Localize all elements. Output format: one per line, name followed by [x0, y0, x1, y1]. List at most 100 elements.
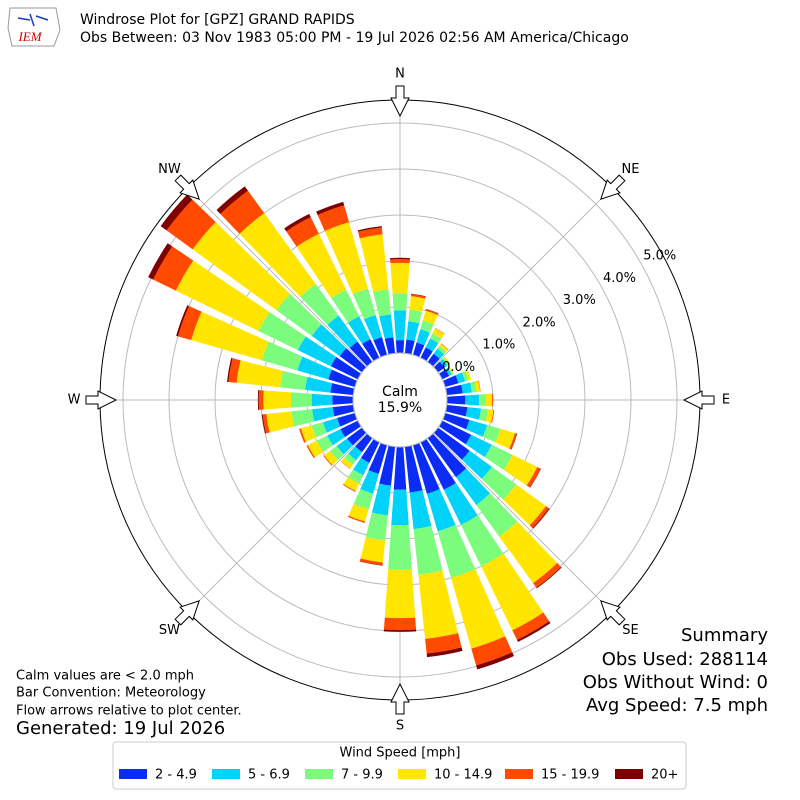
- bar-segment: [465, 369, 472, 381]
- bar-segment: [316, 435, 333, 452]
- bar-segment: [360, 438, 380, 463]
- logo-mark: [17, 13, 49, 27]
- bar-segment: [263, 390, 292, 410]
- bar-segment: [307, 440, 324, 458]
- logo-outline: [7, 7, 61, 47]
- bar-segment: [311, 422, 327, 438]
- bar-segment: [411, 293, 426, 297]
- bar-segment: [280, 370, 308, 391]
- bar-segment: [284, 213, 311, 232]
- bar-segment: [420, 320, 434, 333]
- bar-segment: [384, 337, 396, 355]
- direction-label: W: [68, 393, 81, 408]
- bar-segment: [461, 370, 469, 382]
- flow-arrow: [174, 600, 200, 626]
- bar-segment: [420, 438, 456, 490]
- bar-segment: [425, 338, 439, 352]
- bar-segment: [391, 489, 409, 526]
- bar-segment: [312, 407, 335, 422]
- bar-segment: [481, 466, 517, 500]
- grid-spoke: [432, 187, 613, 368]
- calm-value: 15.9%: [378, 400, 422, 416]
- bar-segment: [330, 356, 362, 380]
- bar-segment: [426, 308, 439, 314]
- bar-segment: [478, 380, 481, 392]
- bar-segment: [276, 293, 322, 336]
- bar-segment: [412, 442, 440, 494]
- legend-swatch: [212, 769, 240, 779]
- bar-segment: [347, 469, 364, 484]
- legend-label: 5 - 6.9: [248, 768, 290, 783]
- bar-segment: [160, 194, 193, 231]
- bar-segment: [348, 503, 369, 522]
- bar-segment: [316, 201, 345, 216]
- grid-ring: [122, 122, 678, 678]
- flow-arrow: [600, 600, 626, 626]
- bar-segment: [503, 484, 546, 526]
- plot-area: 0.0% 1.0% 2.0% 3.0% 4.0% 5.0% N NE E SE S SW W NW: [68, 67, 731, 734]
- bar-segment: [347, 515, 366, 524]
- legend-swatch: [398, 769, 426, 779]
- bar-segment: [340, 460, 351, 469]
- bar-segment: [371, 483, 392, 516]
- logo: IEM: [7, 7, 61, 47]
- bar-segment: [262, 414, 270, 434]
- bar-segment: [456, 468, 491, 506]
- note: Bar Convention: Meteorology: [16, 686, 206, 701]
- bar-segment: [438, 369, 450, 380]
- bar-segment: [383, 617, 417, 631]
- bar-segment: [258, 311, 306, 351]
- bar-segment: [300, 283, 339, 325]
- summary-line: Obs Without Wind: 0: [583, 672, 768, 693]
- chart-subtitle: Obs Between: 03 Nov 1983 05:00 PM - 19 J…: [80, 30, 629, 46]
- grid-spoke: [432, 432, 613, 613]
- bar-segment: [348, 446, 363, 461]
- bar-segment: [393, 446, 407, 490]
- bar-segment: [258, 390, 264, 410]
- bar-segment: [512, 612, 550, 640]
- bar-segment: [220, 190, 265, 234]
- bar-segment: [364, 315, 382, 341]
- bar-segment: [481, 553, 544, 631]
- calm-circle: [352, 352, 448, 448]
- legend-label: 15 - 19.9: [541, 768, 599, 783]
- bar-segment: [239, 213, 316, 297]
- bar-segment: [434, 327, 445, 334]
- bar-segment: [286, 217, 319, 247]
- flow-arrow: [390, 682, 410, 715]
- bar-segment: [373, 337, 388, 358]
- r-tick-label: 4.0%: [603, 271, 636, 286]
- legend-label: 10 - 14.9: [434, 768, 492, 783]
- r-tick-label: 0.0%: [442, 360, 475, 375]
- bar-segment: [420, 347, 433, 362]
- bar-segment: [332, 404, 355, 417]
- bar-segment: [383, 629, 417, 632]
- bar-segment: [192, 221, 291, 311]
- bar-segment: [390, 257, 410, 260]
- bar-segment: [445, 384, 463, 396]
- bar-segment: [491, 409, 495, 423]
- bar-segment: [433, 348, 445, 359]
- bar-segment: [536, 566, 562, 589]
- bar-segment: [148, 243, 173, 280]
- bar-segment: [437, 524, 476, 578]
- bar-segment: [425, 633, 462, 654]
- bar-segment: [479, 408, 488, 422]
- bar-segment: [261, 341, 303, 371]
- bar-segment: [341, 457, 353, 469]
- logo-text: IEM: [17, 29, 42, 44]
- bar-segment: [355, 433, 373, 453]
- bar-segment: [362, 339, 380, 362]
- bar-segment: [330, 383, 355, 396]
- bar-segment: [344, 453, 357, 465]
- bar-segment: [317, 205, 350, 231]
- bar-segment: [228, 358, 241, 383]
- grid-spoke: [187, 432, 368, 613]
- bar-segment: [373, 289, 392, 317]
- bar-segment: [266, 411, 295, 433]
- bar-segment: [446, 395, 466, 405]
- bar-segment: [337, 412, 358, 427]
- bar-segment: [365, 512, 388, 541]
- bar-segment: [324, 222, 369, 295]
- bar-segment: [445, 367, 452, 376]
